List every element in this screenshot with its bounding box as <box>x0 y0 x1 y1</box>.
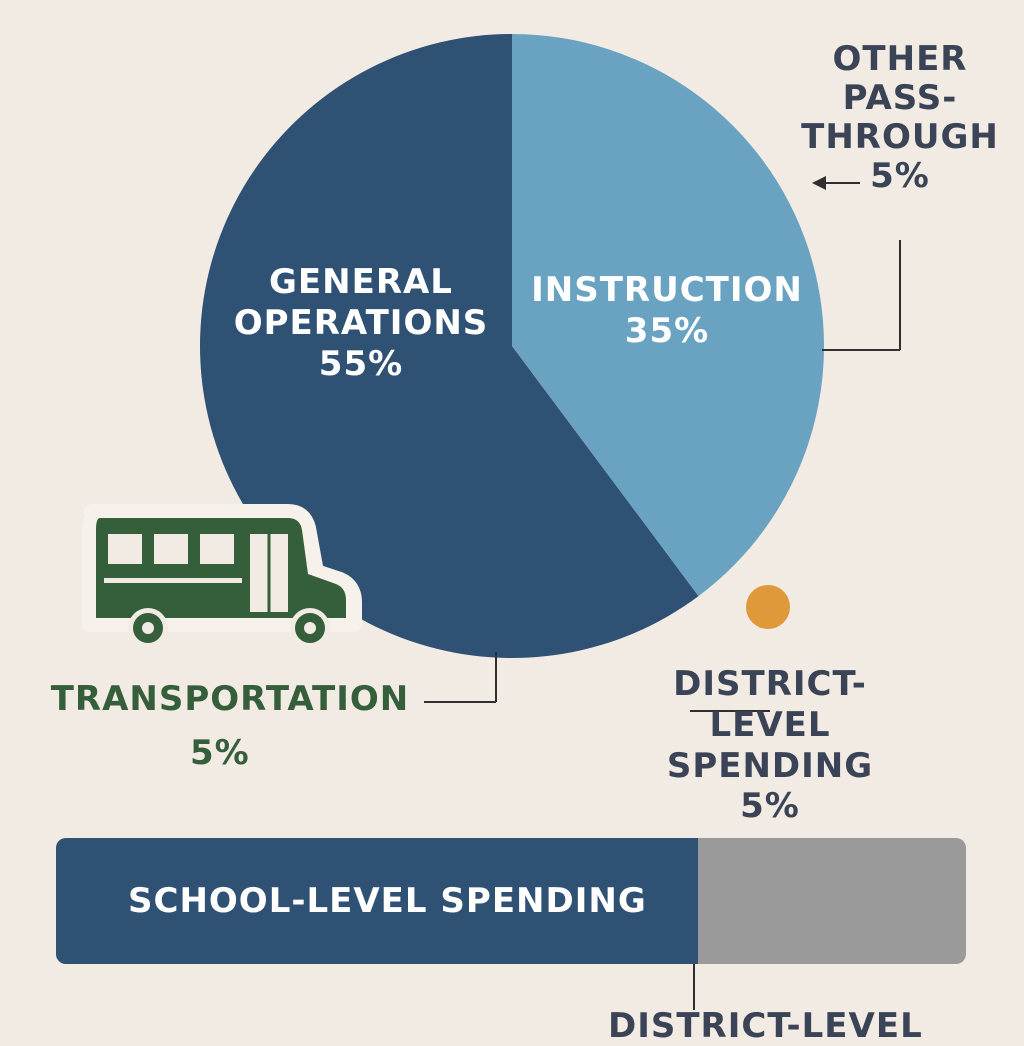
pie-slice-general-operations <box>200 34 699 658</box>
label-general-operations-value: 55% <box>318 343 404 384</box>
label-district-line1: DISTRICT- <box>673 664 867 704</box>
label-district-level: DISTRICT- LEVEL SPENDING 5% <box>600 664 940 827</box>
label-other-line2: PASS- <box>842 78 958 119</box>
label-instruction-line1: INSTRUCTION <box>531 270 803 310</box>
school-level-spending-label: SCHOOL-LEVEL SPENDING <box>128 881 647 921</box>
label-other-line1: OTHER <box>832 39 968 79</box>
pie-slice-instruction <box>512 34 824 597</box>
label-transportation-line1: TRANSPORTATION <box>50 679 410 719</box>
label-general-operations-line2: OPERATIONS <box>233 302 489 343</box>
label-district-value: 5% <box>740 786 800 827</box>
spending-bar: SCHOOL-LEVEL SPENDING <box>56 838 966 964</box>
school-bus-icon <box>82 504 362 648</box>
label-instruction-value: 35% <box>624 310 710 351</box>
label-transportation: TRANSPORTATION 5% <box>40 672 420 781</box>
district-level-footer-label: DISTRICT-LEVEL <box>608 1006 923 1046</box>
label-district-line2: LEVEL SPENDING <box>666 704 874 786</box>
label-other-value: 5% <box>870 156 930 197</box>
orange-dot-icon <box>746 585 790 629</box>
label-transportation-value: 5% <box>190 733 250 774</box>
label-other-line3: THROUGH <box>801 117 999 158</box>
school-level-bar-fill <box>56 838 698 964</box>
label-other-pass-through: OTHER PASS- THROUGH 5% <box>800 39 1000 197</box>
label-general-operations-line1: GENERAL <box>269 262 453 302</box>
label-instruction: INSTRUCTION 35% <box>522 270 812 352</box>
label-general-operations: GENERAL OPERATIONS 55% <box>226 262 496 384</box>
arrow-left-icon <box>812 176 826 190</box>
pie-chart <box>82 34 901 1010</box>
